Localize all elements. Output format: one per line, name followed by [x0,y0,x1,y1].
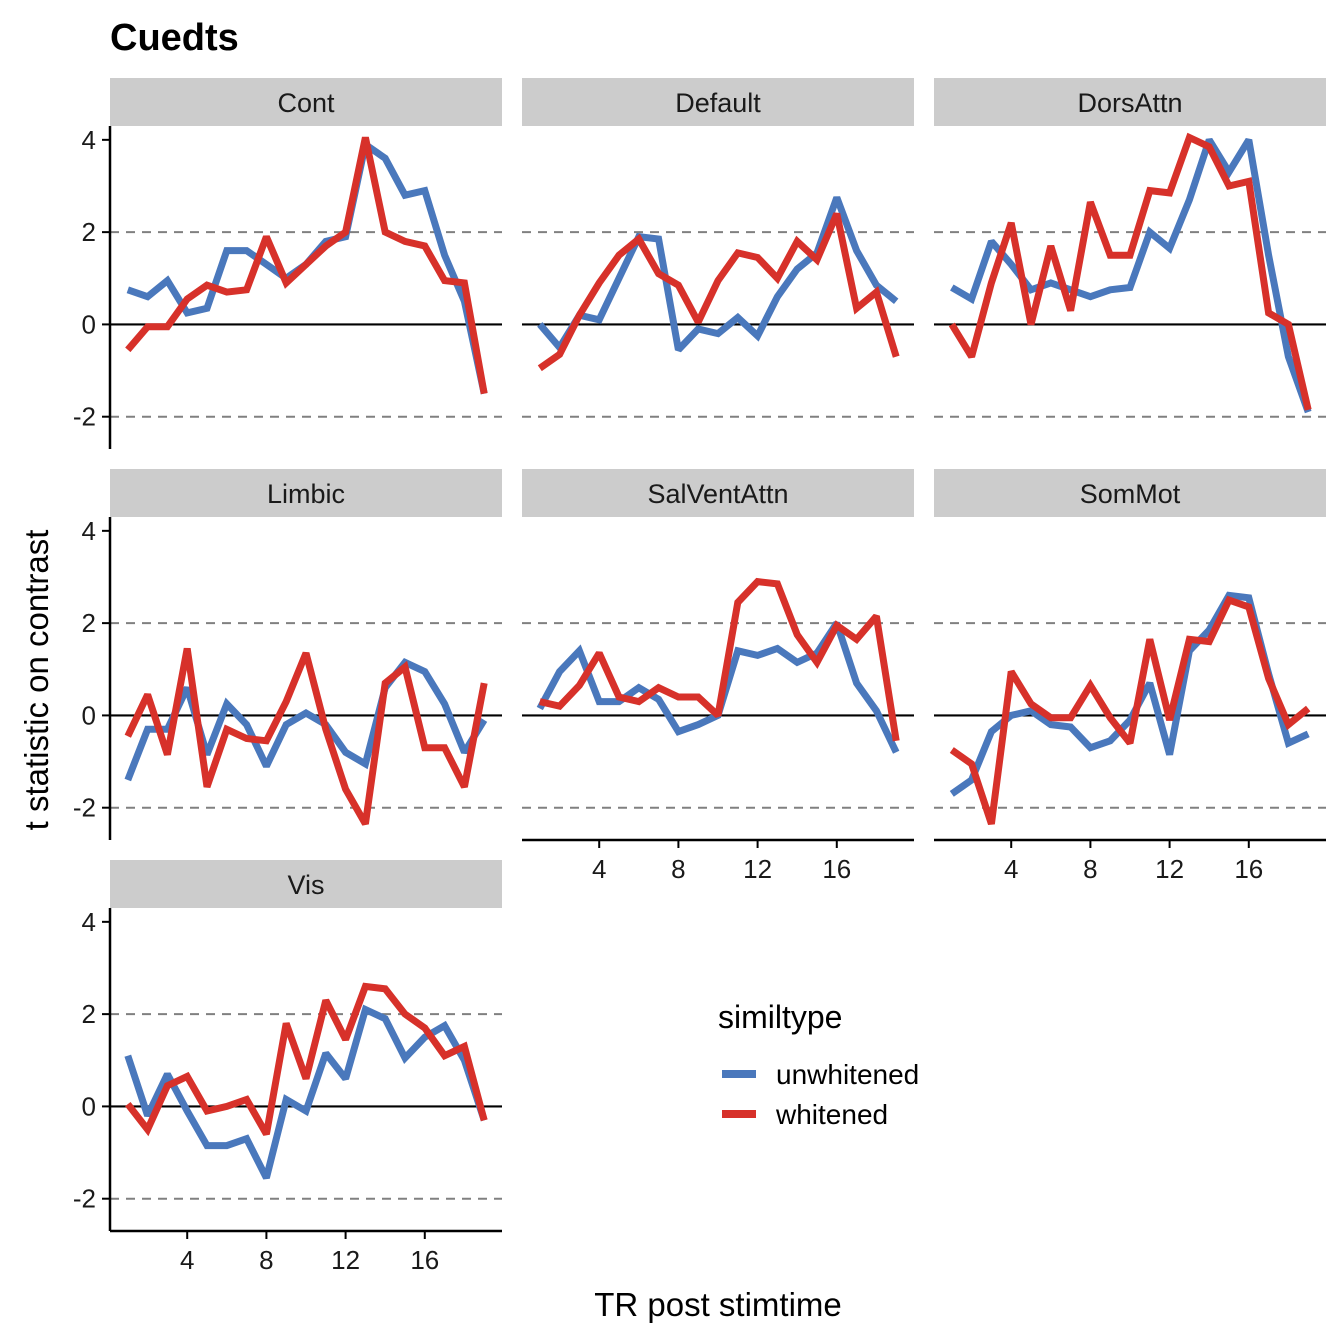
series-line-unwhitened [949,591,1310,797]
strip-label: SomMot [1080,479,1181,509]
strip-sommot [934,469,1326,517]
panel-limbic: Limbic -2 0 2 4 [73,469,502,840]
series-line-whitened [949,595,1311,825]
x-tick-label: 16 [1234,854,1263,884]
x-tick-label: 8 [671,854,685,884]
x-tick-label: 4 [180,1245,194,1275]
y-tick-label: 0 [82,309,96,339]
y-tick-label: 0 [82,1091,96,1121]
strip-limbic [110,469,502,517]
y-tick-label: -2 [73,402,96,432]
x-tick-label: 16 [410,1245,439,1275]
x-tick-label: 12 [1155,854,1184,884]
series-line-unwhitened [124,1004,488,1180]
panel-default: Default [522,78,914,418]
strip-vis [110,860,502,908]
y-tick-label: 4 [82,125,96,155]
panel-salventattn: SalVentAttn 4 8 12 16 [522,469,914,884]
series-line-unwhitened [950,137,1312,414]
legend: similtype unwhitened whitened [718,999,919,1130]
strip-dorsattn [934,78,1326,126]
panel-dorsattn: DorsAttn [934,78,1326,418]
series-line-unwhitened [124,658,488,782]
y-tick-label: 4 [82,907,96,937]
series-line-whitened [125,982,488,1137]
y-axis-label: t statistic on contrast [18,530,55,831]
strip-label: Default [675,88,761,118]
strip-label: Limbic [267,479,345,509]
series-line-whitened [125,136,488,395]
panel-cont: Cont -2 0 2 4 [73,78,502,449]
legend-label-unwhitened: unwhitened [776,1059,919,1090]
strip-salventattn [522,469,914,517]
strip-label: DorsAttn [1077,88,1182,118]
series-line-whitened [537,212,900,372]
chart-title: Cuedts [110,17,239,59]
x-tick-label: 16 [822,854,851,884]
strip-label: Cont [277,88,335,118]
series-line-whitened [124,647,488,826]
panel-sommot: SomMot 4 8 12 16 [934,469,1326,884]
x-tick-label: 12 [743,854,772,884]
x-axis-label: TR post stimtime [594,1286,842,1323]
y-tick-label: 2 [82,608,96,638]
x-tick-label: 4 [592,854,606,884]
x-tick-label: 8 [1083,854,1097,884]
panel-vis: Vis -2 0 2 4 4 8 12 16 [73,860,502,1275]
series-line-whitened [539,577,900,742]
series-line-unwhitened [536,621,900,754]
strip-cont [110,78,502,126]
y-tick-label: -2 [73,793,96,823]
strip-label: SalVentAttn [647,479,788,509]
legend-label-whitened: whitened [775,1099,888,1130]
y-tick-label: 2 [82,999,96,1029]
series-line-whitened [948,132,1312,411]
y-tick-label: 4 [82,516,96,546]
legend-title: similtype [718,999,842,1035]
x-tick-label: 12 [331,1245,360,1275]
y-tick-label: 0 [82,700,96,730]
strip-label: Vis [287,870,324,900]
y-tick-label: 2 [82,217,96,247]
series-line-unwhitened [537,196,899,354]
y-tick-label: -2 [73,1184,96,1214]
x-tick-label: 4 [1004,854,1018,884]
x-tick-label: 8 [259,1245,273,1275]
strip-default [522,78,914,126]
